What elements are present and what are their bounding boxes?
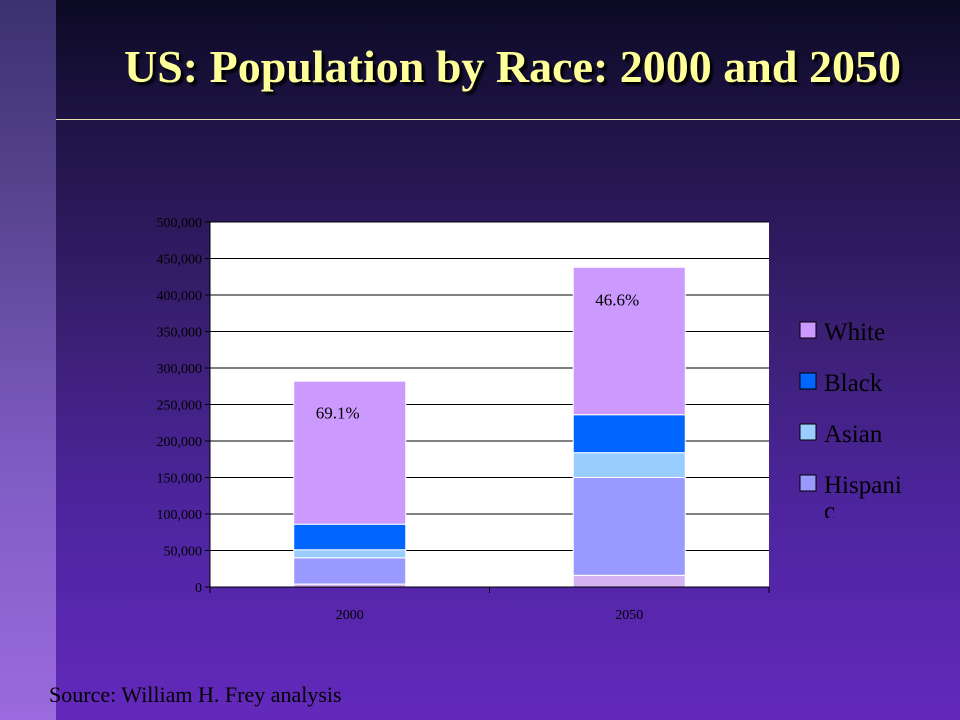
bar-segment-hispanic [293, 557, 407, 585]
legend-hispanic-label-overflow: c [824, 498, 835, 525]
legend-black-label: Black [824, 370, 883, 397]
bar-segment-asian [293, 549, 407, 559]
legend-white-label: White [824, 319, 885, 346]
title-divider [56, 119, 960, 120]
y-tick-label: 300,000 [157, 362, 203, 377]
y-tick-label: 150,000 [157, 472, 203, 487]
legend-hispani-label: Hispani [824, 472, 902, 499]
bar-segment-white [572, 266, 686, 416]
bar-segment [572, 574, 686, 588]
source-note: Source: William H. Frey analysis [49, 682, 342, 707]
legend-white-swatch [799, 321, 817, 339]
bar-segment-black [293, 523, 407, 551]
x-tick-label: 2000 [336, 608, 364, 623]
legend-hispani-swatch [799, 474, 817, 492]
y-tick-label: 250,000 [157, 399, 203, 414]
bar-segment-white [293, 380, 407, 525]
y-tick-label: 350,000 [157, 326, 203, 341]
x-tick-label: 2050 [615, 608, 643, 623]
side-accent-strip [0, 0, 56, 720]
y-tick-label: 100,000 [157, 508, 203, 523]
legend-black-swatch [799, 372, 817, 390]
y-tick-label: 50,000 [164, 545, 203, 560]
y-tick-label: 0 [195, 581, 202, 596]
data-labels: 69.1% 46.6% [316, 291, 639, 423]
y-tick-label: 500,000 [157, 216, 203, 231]
y-tick-label: 450,000 [157, 253, 203, 268]
bar-segment-hispanic [572, 477, 686, 576]
x-axis: 2000 2050 [209, 222, 770, 623]
y-tick-label: 200,000 [157, 435, 203, 450]
y-tick-label: 400,000 [157, 289, 203, 304]
bar-segment-black [572, 414, 686, 454]
legend-asian-swatch [799, 423, 817, 441]
y-axis-ticks: 0 50,000 100,000 150,000 200,000 250,000 300,0… [157, 216, 210, 596]
bar-segment-asian [572, 452, 686, 478]
data-label-white-pct: 46.6% [595, 291, 639, 310]
data-label-white-pct: 69.1% [316, 403, 360, 422]
slide-title: US: Population by Race: 2000 and 2050 [124, 41, 901, 92]
legend-asian-label: Asian [824, 421, 883, 448]
bars [293, 266, 686, 588]
